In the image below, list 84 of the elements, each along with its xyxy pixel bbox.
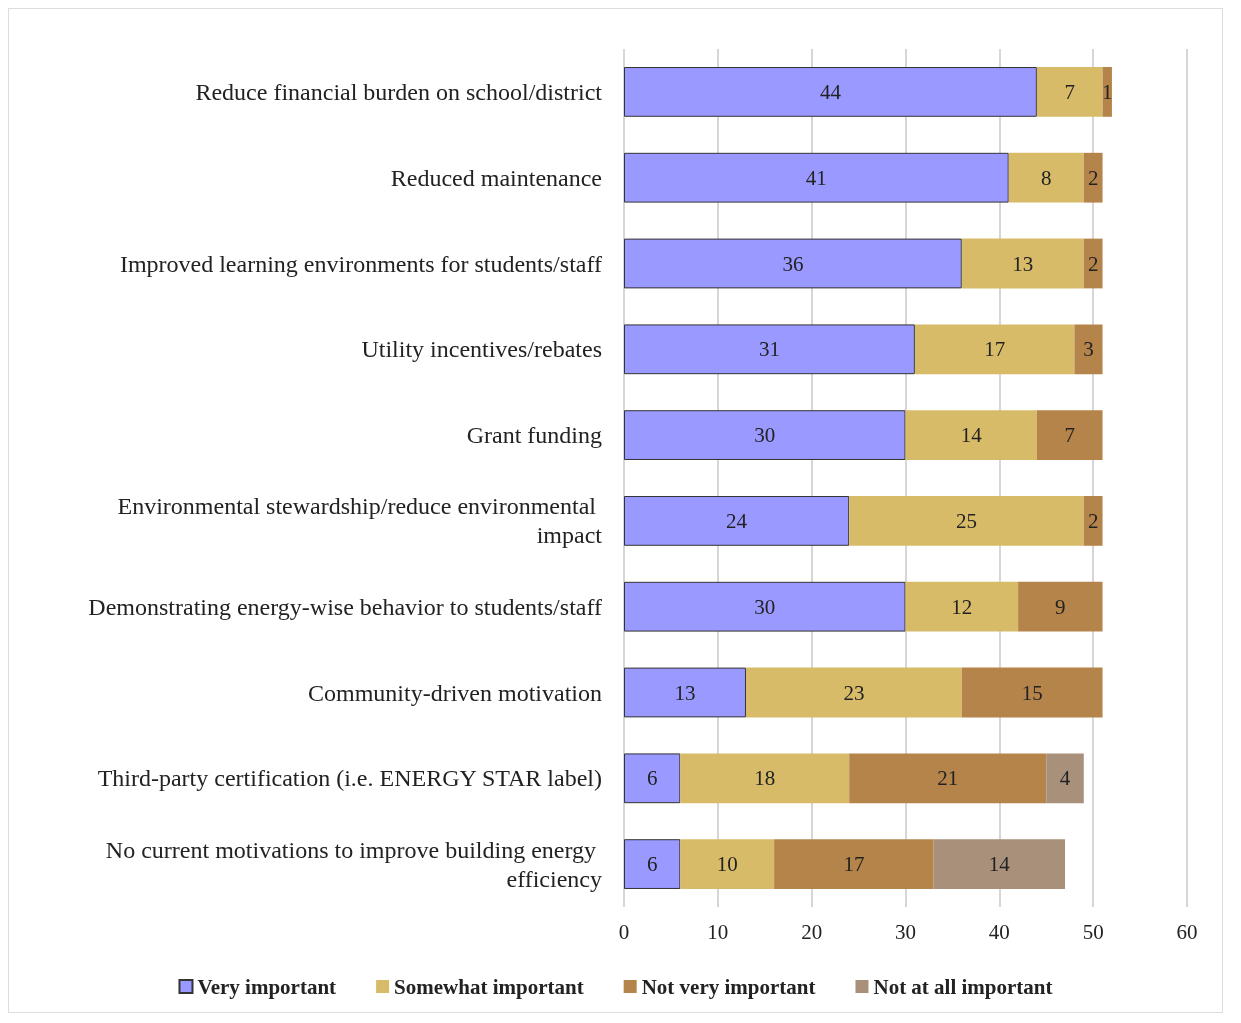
data-label: 6 (646, 766, 658, 791)
legend-label: Not at all important (873, 974, 1053, 999)
bar (624, 667, 746, 718)
bar (624, 410, 906, 460)
data-label: 15 (1021, 680, 1043, 705)
bar (680, 753, 850, 804)
y-tick-label: Reduce financial burden on school/district (195, 78, 603, 105)
x-tick-label: 20 (801, 919, 823, 944)
bar (624, 67, 1037, 117)
data-label: 17 (843, 852, 865, 877)
data-label: 6 (646, 852, 658, 877)
bar (1018, 581, 1103, 632)
bar (905, 410, 1037, 460)
bar (1036, 410, 1103, 460)
bar (624, 152, 1009, 203)
data-label: 14 (988, 852, 1011, 877)
y-tick-label: Grant funding (466, 422, 602, 449)
y-tick-label: Environmental stewardship/reduce environmental impact (117, 493, 603, 549)
data-label: 12 (951, 594, 973, 619)
bar (1036, 67, 1103, 117)
y-tick-label: Demonstrating energy-wise behavior to students/staff (88, 593, 602, 620)
bar (624, 581, 906, 632)
data-label: 8 (1041, 165, 1052, 190)
bar (933, 839, 1066, 889)
bar (849, 753, 1047, 804)
data-label: 13 (1012, 251, 1034, 276)
x-tick-label: 0 (618, 919, 630, 944)
data-label: 17 (984, 337, 1006, 362)
data-label: 2 (1087, 508, 1099, 533)
bar (624, 839, 681, 889)
bar (1008, 152, 1084, 203)
legend-label: Somewhat important (394, 974, 584, 999)
x-tick-label: 50 (1082, 919, 1104, 944)
data-label: 44 (819, 79, 842, 104)
bar (624, 238, 962, 289)
data-label: 7 (1064, 423, 1075, 448)
bar (905, 581, 1019, 632)
data-label: 30 (754, 423, 776, 448)
y-tick-label: Reduced maintenance (390, 164, 602, 191)
bar (1083, 496, 1103, 546)
bar (774, 839, 934, 889)
data-label: 25 (955, 508, 977, 533)
data-label: 41 (805, 165, 827, 190)
data-label: 30 (754, 594, 776, 619)
y-tick-label: Third-party certification (i.e. ENERGY STAR label) (97, 765, 602, 792)
data-label: 13 (674, 680, 696, 705)
bar (680, 839, 775, 889)
bar (961, 667, 1103, 718)
bar (1046, 753, 1084, 804)
y-tick-label: Utility incentives/rebates (361, 336, 602, 363)
y-tick-label: Community-driven motivation (308, 679, 602, 706)
bar (914, 324, 1075, 375)
legend-label: Very important (197, 974, 337, 999)
x-tick-label: 30 (895, 919, 916, 944)
x-tick-label: 60 (1176, 919, 1198, 944)
data-label: 3 (1083, 337, 1094, 362)
data-label: 31 (758, 337, 780, 362)
data-label: 14 (960, 423, 983, 448)
bar (1083, 152, 1103, 203)
data-label: 2 (1087, 251, 1099, 276)
x-tick-label: 40 (988, 919, 1010, 944)
data-label: 36 (782, 251, 804, 276)
data-label: 18 (754, 766, 776, 791)
bar (745, 667, 962, 718)
x-tick-label: 10 (707, 919, 729, 944)
data-label: 1 (1101, 79, 1113, 104)
y-tick-label: Improved learning environments for students/staff (119, 250, 603, 277)
data-label: 23 (843, 680, 865, 705)
bar (624, 324, 915, 375)
bar (961, 238, 1084, 289)
data-label: 7 (1064, 79, 1075, 104)
data-label: 24 (726, 508, 748, 533)
y-tick-label: No current motivations to improve building energy efficiency (105, 836, 602, 892)
bar (1074, 324, 1103, 375)
bar (1083, 238, 1103, 289)
legend-label: Not very important (641, 974, 816, 999)
data-label: 2 (1087, 165, 1099, 190)
data-label: 10 (716, 852, 738, 877)
data-label: 4 (1059, 766, 1071, 791)
data-label: 9 (1055, 594, 1066, 619)
bar (624, 753, 681, 804)
data-label: 21 (937, 766, 959, 791)
bar (849, 496, 1084, 546)
bar (624, 496, 850, 546)
